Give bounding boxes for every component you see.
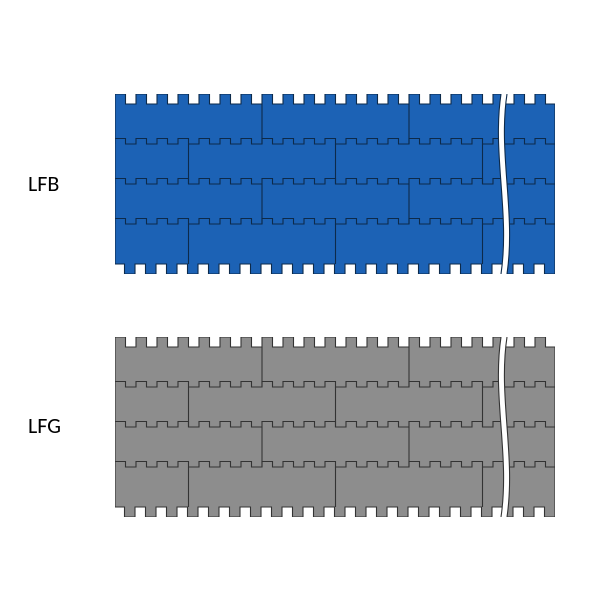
belt-lfb [115,94,555,274]
belt-lfg [115,337,555,517]
label-lfg: LFG [28,412,61,439]
label-lfb: LFB [28,170,59,197]
